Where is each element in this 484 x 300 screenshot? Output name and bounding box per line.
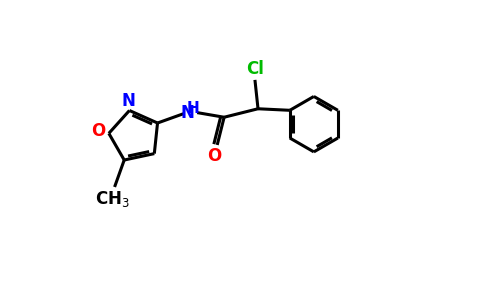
Text: H: H (186, 101, 199, 116)
Text: N: N (121, 92, 136, 110)
Text: O: O (207, 147, 221, 165)
Text: Cl: Cl (246, 60, 264, 78)
Text: O: O (91, 122, 105, 140)
Text: N: N (181, 104, 195, 122)
Text: CH$_3$: CH$_3$ (95, 189, 130, 209)
